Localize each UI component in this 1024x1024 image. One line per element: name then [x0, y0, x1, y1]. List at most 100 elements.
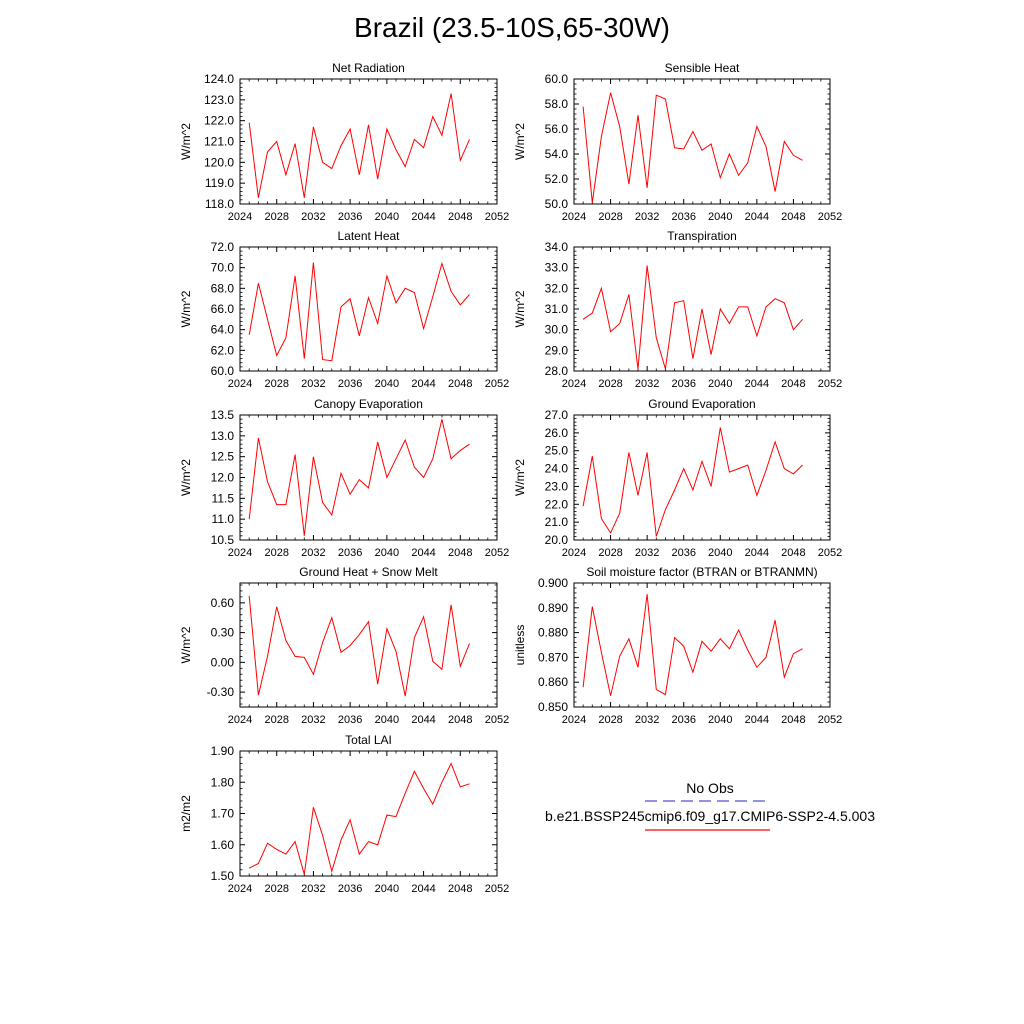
y-tick-label: 29.0 — [545, 343, 569, 357]
y-tick-label: 20.0 — [545, 533, 569, 547]
x-tick-label: 2052 — [818, 378, 842, 390]
x-tick-label: 2048 — [448, 378, 472, 390]
y-axis-label: W/m^2 — [513, 459, 527, 496]
x-tick-label: 2028 — [598, 547, 622, 559]
series-line-total-lai — [248, 762, 470, 875]
y-tick-label: 50.0 — [545, 197, 569, 211]
panel-ground-evaporation: Ground Evaporation W/m^2 2024 2028 2032 2036 2… — [513, 397, 842, 559]
legend-line-no-obs — [645, 800, 770, 802]
x-tick-label: 2040 — [375, 883, 399, 895]
x-tick-label: 2036 — [671, 211, 695, 223]
y-tick-label: 11.5 — [212, 491, 235, 505]
x-tick-label: 2040 — [375, 714, 399, 726]
y-tick-label: 119.0 — [205, 176, 234, 190]
x-tick-label: 2044 — [411, 547, 435, 559]
series-line-latent-heat — [248, 261, 470, 362]
panel-sensible-heat: Sensible Heat W/m^2 2024 2028 2032 2036 2040 20… — [513, 61, 842, 223]
x-tick-label: 2048 — [448, 714, 472, 726]
x-tick-label: 2028 — [598, 378, 622, 390]
x-tick-label: 2044 — [411, 714, 435, 726]
x-tick-label: 2032 — [301, 883, 325, 895]
y-tick-label: 0.60 — [211, 596, 235, 610]
y-axis-label: W/m^2 — [179, 290, 193, 327]
x-tick-label: 2048 — [448, 883, 472, 895]
x-tick-label: 2052 — [485, 211, 509, 223]
y-tick-label: 23.0 — [545, 479, 569, 493]
plot-frame — [239, 582, 498, 708]
y-tick-label: 22.0 — [545, 497, 569, 511]
series-line-sensible-heat — [582, 92, 803, 203]
panel-title: Ground Heat + Snow Melt — [299, 565, 438, 579]
x-tick-label: 2036 — [338, 714, 362, 726]
y-tick-label: 0.850 — [538, 700, 568, 714]
x-tick-label: 2052 — [818, 714, 842, 726]
x-tick-label: 2052 — [485, 714, 509, 726]
x-tick-label: 2032 — [635, 378, 659, 390]
y-tick-label: 120.0 — [204, 155, 234, 169]
y-tick-label: 66.0 — [211, 302, 235, 316]
series-line-soil-moisture-factor-btran-or-btranmn — [582, 594, 803, 696]
y-tick-label: 28.0 — [545, 364, 569, 378]
x-tick-label: 2028 — [598, 714, 622, 726]
x-tick-label: 2044 — [745, 378, 769, 390]
figure-title: Brazil (23.5-10S,65-30W) — [354, 12, 670, 43]
panel-transpiration: Transpiration W/m^2 2024 2028 2032 2036 2040 20… — [513, 229, 842, 390]
y-tick-label: 21.0 — [545, 515, 569, 529]
y-tick-label: 0.00 — [211, 655, 235, 669]
y-tick-label: 1.70 — [211, 807, 235, 821]
x-tick-label: 2032 — [635, 547, 659, 559]
x-tick-label: 2024 — [562, 378, 586, 390]
y-tick-label: 1.80 — [211, 775, 235, 789]
series-line-ground-evaporation — [582, 427, 803, 537]
y-tick-label: 26.0 — [545, 426, 569, 440]
x-tick-label: 2040 — [375, 547, 399, 559]
x-tick-label: 2040 — [375, 378, 399, 390]
y-tick-label: 122.0 — [204, 114, 234, 128]
y-tick-label: 34.0 — [545, 240, 569, 254]
x-tick-label: 2028 — [264, 547, 288, 559]
x-tick-label: 2036 — [338, 547, 362, 559]
x-tick-label: 2024 — [228, 714, 252, 726]
y-axis-label: W/m^2 — [179, 459, 193, 496]
y-tick-label: 121.0 — [204, 135, 234, 149]
y-tick-label: 12.0 — [211, 471, 235, 485]
x-tick-label: 2028 — [264, 883, 288, 895]
y-tick-label: 0.30 — [211, 626, 235, 640]
plot-frame — [239, 78, 498, 205]
y-tick-label: 11.0 — [212, 512, 235, 526]
x-tick-label: 2048 — [781, 378, 805, 390]
y-axis-label: W/m^2 — [179, 626, 193, 663]
x-tick-label: 2040 — [708, 714, 732, 726]
y-tick-label: 1.60 — [211, 838, 235, 852]
y-tick-label: 70.0 — [211, 261, 235, 275]
y-tick-label: 13.0 — [211, 429, 235, 443]
x-tick-label: 2032 — [301, 211, 325, 223]
x-tick-label: 2036 — [338, 211, 362, 223]
y-tick-label: 25.0 — [545, 444, 569, 458]
panel-latent-heat: Latent Heat W/m^2 2024 2028 2032 2036 2040 2044… — [179, 229, 509, 390]
y-axis-label: W/m^2 — [513, 123, 527, 160]
panel-title: Total LAI — [345, 733, 392, 747]
y-tick-label: 12.5 — [211, 450, 235, 464]
y-tick-label: -0.30 — [207, 685, 235, 699]
y-tick-label: 58.0 — [545, 97, 569, 111]
x-tick-label: 2044 — [745, 547, 769, 559]
y-tick-label: 0.860 — [538, 675, 568, 689]
x-tick-label: 2032 — [301, 714, 325, 726]
x-tick-label: 2048 — [781, 547, 805, 559]
y-tick-label: 31.0 — [545, 302, 569, 316]
x-tick-label: 2052 — [485, 378, 509, 390]
y-tick-label: 72.0 — [211, 240, 235, 254]
panel-soil-moisture-factor-btran-or-btranmn: Soil moisture factor (BTRAN or BTRANMN) u… — [513, 565, 842, 726]
panel-canopy-evaporation: Canopy Evaporation W/m^2 2024 2028 2032 2036 2… — [179, 397, 509, 559]
y-tick-label: 13.5 — [211, 408, 235, 422]
y-tick-label: 60.0 — [211, 364, 235, 378]
x-tick-label: 2036 — [671, 714, 695, 726]
x-tick-label: 2036 — [338, 378, 362, 390]
series-line-canopy-evaporation — [248, 419, 470, 536]
x-tick-label: 2040 — [375, 211, 399, 223]
y-tick-label: 0.870 — [538, 650, 568, 664]
x-tick-label: 2036 — [671, 378, 695, 390]
x-tick-label: 2028 — [598, 211, 622, 223]
x-tick-label: 2052 — [485, 883, 509, 895]
